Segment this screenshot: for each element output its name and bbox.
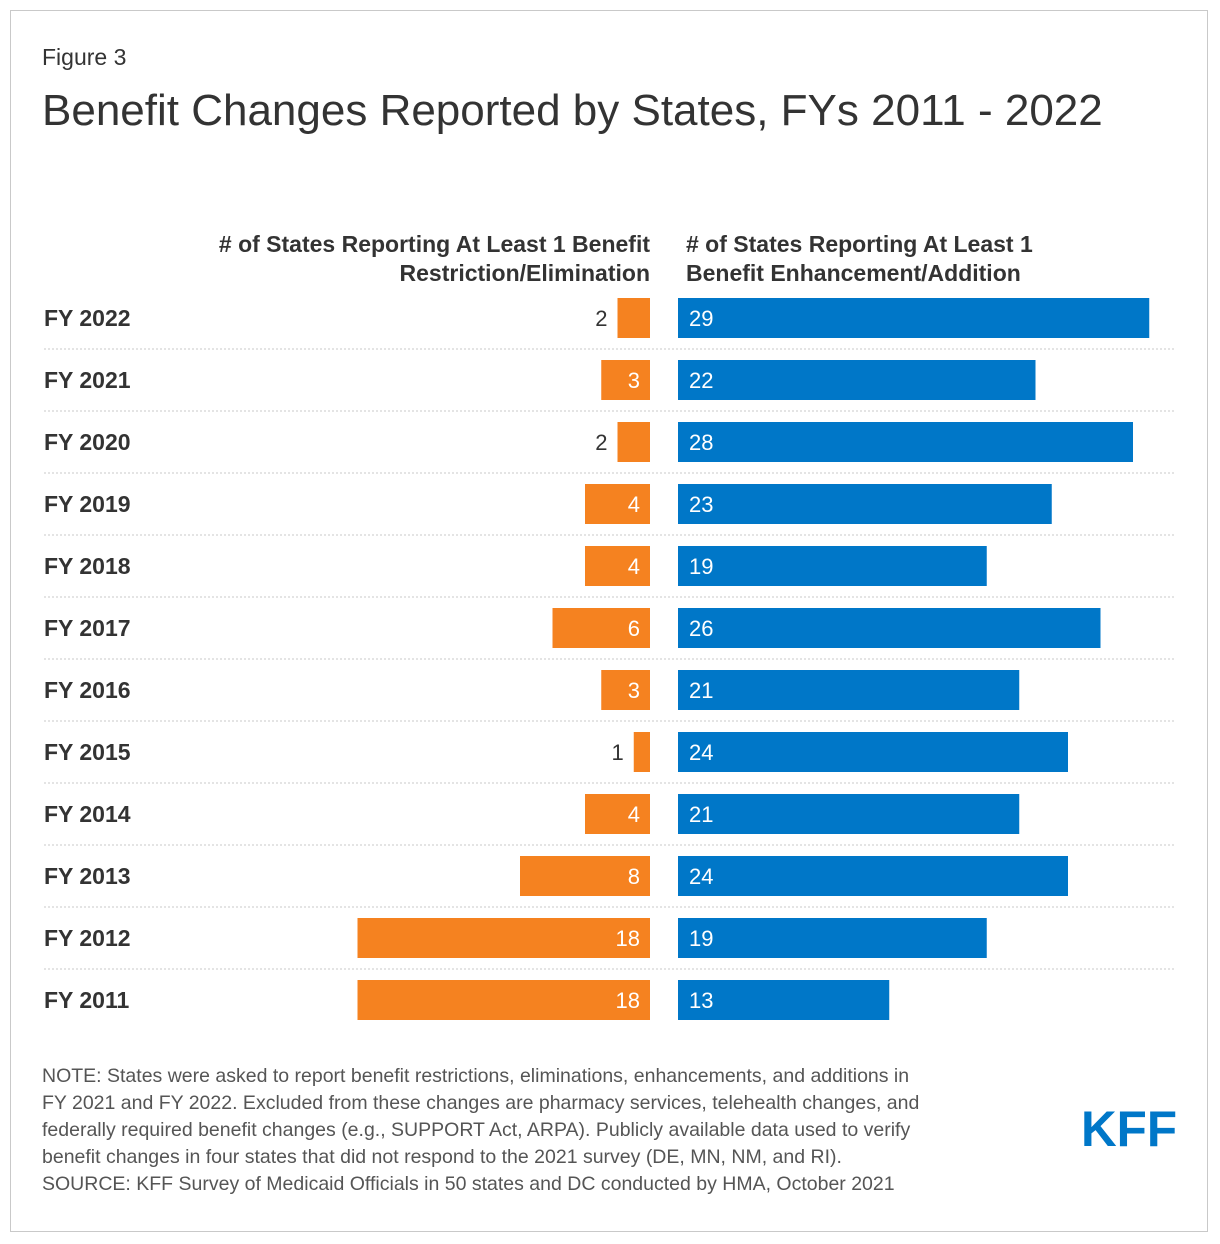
restriction-bar xyxy=(357,918,650,958)
enhancement-header-line-1: # of States Reporting At Least 1 xyxy=(686,231,1033,257)
figure-label: Figure 3 xyxy=(42,44,127,70)
enhancement-bar xyxy=(678,360,1036,400)
enhancement-bar xyxy=(678,794,1020,834)
restriction-bar xyxy=(552,608,650,648)
enhancement-value-label: 13 xyxy=(689,988,713,1013)
restriction-bar xyxy=(601,670,650,710)
enhancement-bar xyxy=(678,732,1068,772)
kff-logo: KFF xyxy=(1081,1104,1177,1150)
restriction-bar xyxy=(617,422,650,462)
restriction-value-label: 4 xyxy=(628,554,640,579)
enhancement-value-label: 19 xyxy=(689,554,713,579)
kff-logo-text: KFF xyxy=(1081,1104,1177,1150)
note-line: federally required benefit changes (e.g.… xyxy=(42,1119,911,1141)
restriction-value-label: 18 xyxy=(616,988,640,1013)
restriction-header-line-1: # of States Reporting At Least 1 Benefit xyxy=(218,231,650,257)
enhancement-bar xyxy=(678,484,1052,524)
category-label: FY 2016 xyxy=(44,677,131,703)
restriction-value-label: 3 xyxy=(628,368,640,393)
restriction-value-label: 1 xyxy=(612,740,624,765)
restriction-bar xyxy=(357,980,650,1020)
enhancement-value-label: 19 xyxy=(689,926,713,951)
restriction-value-label: 8 xyxy=(628,864,640,889)
restriction-bar xyxy=(585,546,650,586)
enhancement-bar xyxy=(678,856,1068,896)
restriction-value-label: 18 xyxy=(616,926,640,951)
category-label: FY 2015 xyxy=(44,739,131,765)
enhancement-value-label: 23 xyxy=(689,492,713,517)
enhancement-bar xyxy=(678,546,987,586)
enhancement-bar xyxy=(678,918,987,958)
enhancement-value-label: 24 xyxy=(689,740,713,765)
source-line: SOURCE: KFF Survey of Medicaid Officials… xyxy=(42,1173,895,1195)
restriction-value-label: 3 xyxy=(628,678,640,703)
note-line: benefit changes in four states that did … xyxy=(42,1146,842,1168)
enhancement-value-label: 22 xyxy=(689,368,713,393)
category-label: FY 2018 xyxy=(44,553,131,579)
enhancement-bar xyxy=(678,980,890,1020)
figure-frame xyxy=(10,10,1208,1232)
restriction-bar xyxy=(585,484,650,524)
enhancement-value-label: 21 xyxy=(689,678,713,703)
category-label: FY 2020 xyxy=(44,429,131,455)
restriction-bar xyxy=(617,298,650,338)
restriction-bar xyxy=(520,856,650,896)
restriction-value-label: 2 xyxy=(595,306,607,331)
enhancement-value-label: 26 xyxy=(689,616,713,641)
note-line: NOTE: States were asked to report benefi… xyxy=(42,1065,910,1087)
enhancement-bar xyxy=(678,608,1101,648)
enhancement-bar xyxy=(678,422,1133,462)
restriction-bar xyxy=(601,360,650,400)
restriction-value-label: 4 xyxy=(628,492,640,517)
enhancement-header-line-2: Benefit Enhancement/Addition xyxy=(686,260,1021,286)
category-label: FY 2022 xyxy=(44,305,131,331)
restriction-value-label: 2 xyxy=(595,430,607,455)
enhancement-value-label: 24 xyxy=(689,864,713,889)
enhancement-bar xyxy=(678,670,1020,710)
note-line: FY 2021 and FY 2022. Excluded from these… xyxy=(42,1092,920,1114)
enhancement-bar xyxy=(678,298,1150,338)
category-label: FY 2012 xyxy=(44,925,131,951)
enhancement-value-label: 21 xyxy=(689,802,713,827)
chart-title: Benefit Changes Reported by States, FYs … xyxy=(42,86,1103,135)
category-label: FY 2021 xyxy=(44,367,131,393)
restriction-bar xyxy=(633,732,650,772)
category-label: FY 2014 xyxy=(44,801,131,827)
enhancement-value-label: 29 xyxy=(689,306,713,331)
category-label: FY 2019 xyxy=(44,491,131,517)
chart-note: NOTE: States were asked to report benefi… xyxy=(42,1063,1052,1198)
restriction-value-label: 4 xyxy=(628,802,640,827)
bar-chart: FY 2022 2 29 FY 2021 3 22 FY 2020 2 28 FY 2019 4 23… xyxy=(44,298,1176,1020)
restriction-column-header: # of States Reporting At Least 1 Benefit… xyxy=(130,230,650,288)
enhancement-column-header: # of States Reporting At Least 1 Benefit… xyxy=(686,230,1146,288)
category-label: FY 2011 xyxy=(44,987,129,1013)
restriction-value-label: 6 xyxy=(628,616,640,641)
category-label: FY 2013 xyxy=(44,863,131,889)
category-label: FY 2017 xyxy=(44,615,131,641)
restriction-bar xyxy=(585,794,650,834)
restriction-header-line-2: Restriction/Elimination xyxy=(399,260,650,286)
enhancement-value-label: 28 xyxy=(689,430,713,455)
